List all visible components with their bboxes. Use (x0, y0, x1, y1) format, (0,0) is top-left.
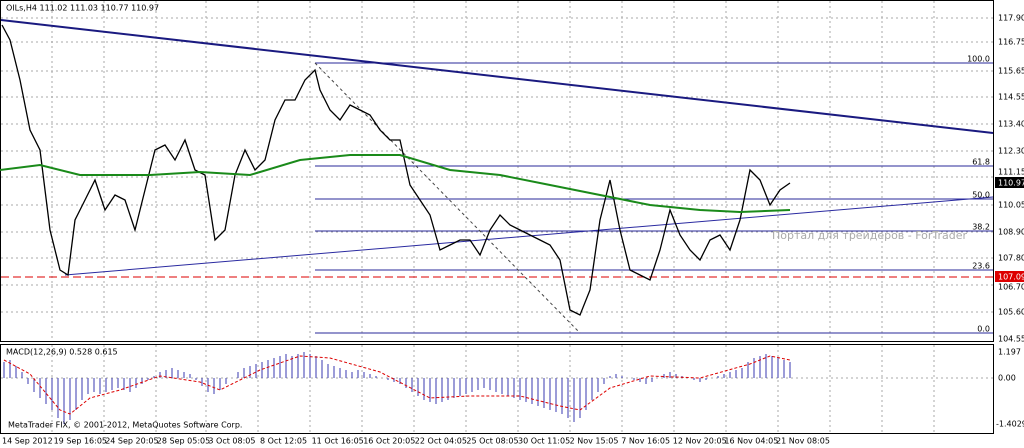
fib-label: 23.6 (972, 262, 990, 271)
price-axis: 117.90 116.75 115.65 114.55 113.40 112.3… (995, 14, 1024, 429)
fib-labels: 100.0 61.8 50.0 38.2 23.6 0.0 (967, 55, 990, 334)
time-label: 16 Nov 04:05 (724, 437, 778, 446)
price-label: 112.30 (998, 147, 1024, 156)
watermark: Портал для трейдеров - ForTrader (772, 229, 968, 242)
time-label: 2 Nov 15:05 (570, 437, 619, 446)
macd-frame (0, 344, 994, 434)
macd-axis-label: 1.197 (998, 348, 1021, 357)
fib-label: 0.0 (977, 325, 990, 334)
price-label: 117.90 (998, 14, 1024, 23)
time-label: 22 Oct 04:05 (415, 437, 467, 446)
main-frame (0, 0, 994, 342)
time-label: 21 Nov 08:05 (776, 437, 830, 446)
price-label: 113.40 (998, 120, 1024, 129)
time-label: 7 Nov 16:05 (621, 437, 670, 446)
fib-label: 61.8 (972, 158, 990, 167)
time-label: 14 Sep 2012 (2, 437, 53, 446)
level-price: 107.09 (998, 273, 1024, 282)
time-label: 8 Oct 12:05 (260, 437, 307, 446)
trendline-upper (0, 19, 994, 134)
time-label: 25 Oct 08:05 (466, 437, 518, 446)
price-label: 104.55 (998, 335, 1024, 344)
macd-histogram (3, 352, 791, 424)
price-label: 107.80 (998, 254, 1024, 263)
price-label: 116.75 (998, 38, 1024, 47)
price-label: 110.05 (998, 201, 1024, 210)
fib-label: 100.0 (967, 55, 990, 64)
price-label: 108.90 (998, 228, 1024, 237)
level-price-box (995, 271, 1024, 282)
fib-label: 38.2 (972, 223, 990, 232)
macd-axis-label: 0.00 (998, 374, 1016, 383)
time-label: 16 Oct 20:05 (363, 437, 415, 446)
moving-average (0, 154, 791, 214)
macd-label: MACD(12,26,9) 0.528 0.615 (6, 348, 118, 357)
price-label: 114.55 (998, 93, 1024, 102)
time-label: 30 Oct 11:05 (518, 437, 570, 446)
price-label: 105.60 (998, 308, 1024, 317)
chart-header: OILs,H4 111.02 111.03 110.77 110.97 (6, 4, 159, 13)
current-price: 110.97 (998, 179, 1024, 188)
price-label: 115.65 (998, 67, 1024, 76)
time-label: 3 Oct 08:05 (208, 437, 255, 446)
time-label: 11 Oct 16:05 (312, 437, 364, 446)
macd-axis-label: -1.4029 (996, 420, 1024, 429)
time-label: 24 Sep 20:05 (105, 437, 158, 446)
fib-label: 50.0 (972, 191, 990, 200)
time-label: 28 Sep 05:05 (157, 437, 210, 446)
price-line (1, 24, 791, 316)
copyright: MetaTrader FIX, © 2001-2012, MetaQuotes … (8, 421, 242, 430)
time-label: 19 Sep 16:05 (54, 437, 107, 446)
price-label: 111.15 (998, 168, 1024, 177)
trendline-lower (64, 196, 994, 276)
time-label: 12 Nov 20:05 (673, 437, 727, 446)
fibonacci (314, 62, 993, 334)
current-price-box (995, 177, 1024, 188)
price-label: 106.70 (998, 283, 1024, 292)
macd-signal (3, 355, 791, 415)
